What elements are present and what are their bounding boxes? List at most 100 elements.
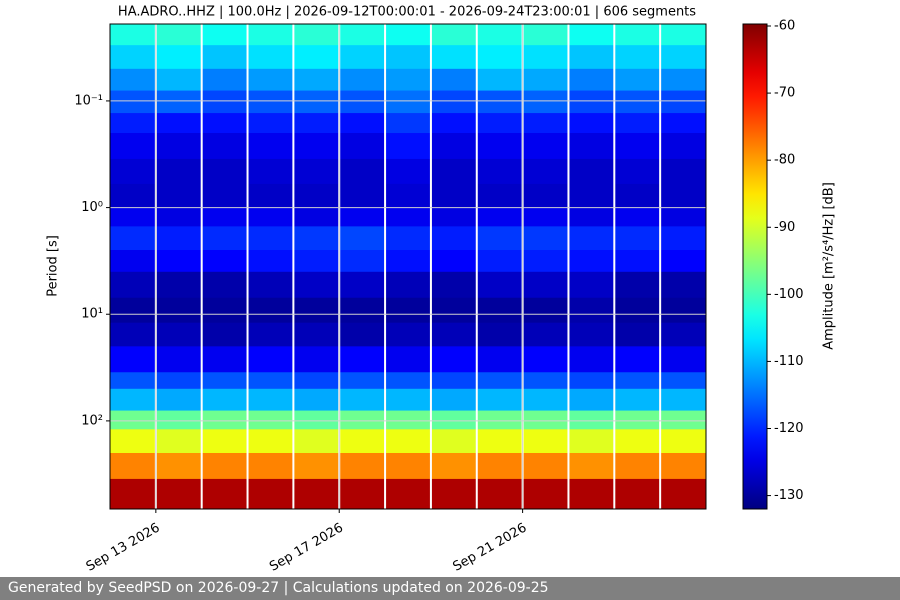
spectrogram-cell bbox=[247, 133, 294, 160]
spectrogram-cell bbox=[614, 410, 661, 430]
spectrogram-cell bbox=[155, 297, 203, 324]
spectrogram-cell bbox=[201, 388, 249, 412]
spectrogram-cell bbox=[614, 183, 661, 209]
spectrogram-cell bbox=[430, 297, 478, 324]
spectrogram-cell bbox=[476, 410, 524, 430]
spectrogram-cell bbox=[476, 45, 524, 70]
spectrogram-cell bbox=[293, 372, 340, 390]
colorbar-tick-label: -120 bbox=[774, 421, 804, 436]
spectrogram-cell bbox=[247, 113, 294, 134]
spectrogram-cell bbox=[476, 388, 524, 412]
spectrogram-cell bbox=[110, 410, 157, 430]
spectrogram-cell bbox=[339, 226, 386, 251]
spectrogram-cell bbox=[293, 226, 340, 251]
spectrogram-cell bbox=[430, 68, 478, 92]
spectrogram-cell bbox=[568, 372, 615, 390]
spectrogram-cell bbox=[293, 453, 340, 480]
colorbar-tick-label: -70 bbox=[774, 86, 795, 101]
spectrogram-cell bbox=[660, 453, 707, 480]
spectrogram-cell bbox=[660, 24, 707, 46]
spectrogram-cell bbox=[201, 24, 249, 46]
spectrogram-cell bbox=[110, 250, 157, 273]
spectrogram-cell bbox=[247, 410, 294, 430]
spectrogram-cell bbox=[110, 226, 157, 251]
spectrogram-cell bbox=[385, 271, 432, 299]
spectrogram-cell bbox=[201, 90, 249, 114]
spectrogram-cell bbox=[614, 68, 661, 92]
spectrogram-cell bbox=[293, 183, 340, 209]
spectrogram-cell bbox=[568, 24, 615, 46]
spectrogram-cell bbox=[201, 453, 249, 480]
spectrogram-cell bbox=[430, 478, 478, 510]
spectrogram-cell bbox=[155, 478, 203, 510]
spectrogram-cell bbox=[614, 45, 661, 70]
spectrogram-cell bbox=[660, 478, 707, 510]
spectrogram-cell bbox=[339, 372, 386, 390]
spectrogram-cell bbox=[614, 226, 661, 251]
spectrogram-cell bbox=[293, 297, 340, 324]
spectrogram-cell bbox=[430, 45, 478, 70]
spectrogram-cell bbox=[430, 158, 478, 185]
spectrogram-cell bbox=[430, 346, 478, 373]
spectrogram-cell bbox=[614, 388, 661, 412]
spectrogram-cell bbox=[293, 113, 340, 134]
spectrogram-cell bbox=[247, 24, 294, 46]
spectrogram-cell bbox=[247, 346, 294, 373]
spectrogram-cell bbox=[110, 372, 157, 390]
plot-frame bbox=[109, 23, 707, 510]
spectrogram-cell bbox=[155, 372, 203, 390]
spectrogram-cell bbox=[476, 24, 524, 46]
spectrogram-cell bbox=[476, 133, 524, 160]
x-tick-label: Sep 17 2026 bbox=[267, 521, 346, 575]
spectrogram-cell bbox=[247, 297, 294, 324]
spectrogram-cell bbox=[385, 90, 432, 114]
spectrogram-cell bbox=[339, 388, 386, 412]
spectrogram-cell bbox=[385, 429, 432, 454]
spectrogram-cell bbox=[430, 113, 478, 134]
spectrogram-cell bbox=[660, 429, 707, 454]
spectrogram-cell bbox=[201, 250, 249, 273]
spectrogram-cell bbox=[614, 24, 661, 46]
spectrogram-cell bbox=[293, 90, 340, 114]
colorbar-tick-label: -80 bbox=[774, 153, 795, 168]
y-tick-label: 10⁰ bbox=[81, 200, 103, 215]
spectrogram-cell bbox=[430, 250, 478, 273]
colorbar-tick-label: -110 bbox=[774, 354, 804, 369]
spectrogram-cell bbox=[339, 322, 386, 347]
spectrogram-cell bbox=[201, 207, 249, 227]
spectrogram-cell bbox=[339, 297, 386, 324]
spectrogram-cell bbox=[568, 429, 615, 454]
spectrogram-cell bbox=[293, 346, 340, 373]
spectrogram-cell bbox=[201, 322, 249, 347]
spectrogram-cell bbox=[247, 429, 294, 454]
spectrogram-cell bbox=[522, 453, 569, 480]
spectrogram-cell bbox=[476, 90, 524, 114]
spectrogram-cell bbox=[385, 372, 432, 390]
spectrogram-cell bbox=[155, 388, 203, 412]
spectrogram-cell bbox=[660, 297, 707, 324]
spectrogram-cell bbox=[568, 322, 615, 347]
spectrogram-cell bbox=[614, 90, 661, 114]
spectrogram-cell bbox=[110, 478, 157, 510]
spectrogram-cell bbox=[430, 322, 478, 347]
spectrogram-cell bbox=[568, 453, 615, 480]
spectrogram-cell bbox=[430, 24, 478, 46]
spectrogram-cell bbox=[385, 346, 432, 373]
spectrogram-cell bbox=[476, 158, 524, 185]
spectrogram-cell bbox=[247, 45, 294, 70]
chart: HA.ADRO..HHZ | 100.0Hz | 2026-09-12T00:0… bbox=[46, 5, 837, 575]
spectrogram-cell bbox=[201, 271, 249, 299]
spectrogram-cell bbox=[614, 158, 661, 185]
spectrogram-cell bbox=[339, 410, 386, 430]
spectrogram-cell bbox=[293, 271, 340, 299]
spectrogram-cell bbox=[247, 271, 294, 299]
spectrogram-cell bbox=[522, 45, 569, 70]
spectrogram-cell bbox=[614, 453, 661, 480]
spectrogram-cell bbox=[614, 429, 661, 454]
spectrogram-cell bbox=[660, 113, 707, 134]
spectrogram-cell bbox=[568, 250, 615, 273]
spectrogram-cell bbox=[110, 322, 157, 347]
spectrogram-cell bbox=[522, 271, 569, 299]
spectrogram-cell bbox=[522, 113, 569, 134]
spectrogram-cell bbox=[522, 90, 569, 114]
